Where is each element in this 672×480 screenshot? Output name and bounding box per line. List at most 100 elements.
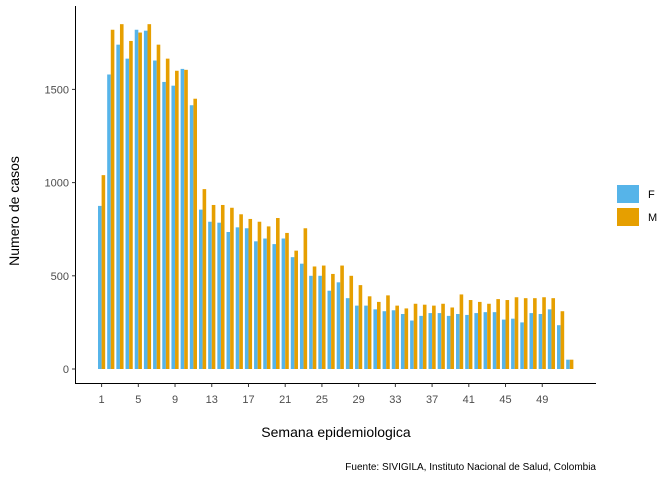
bar-M-week-51 (560, 311, 565, 369)
bar-M-week-4 (129, 40, 133, 369)
bar-M-week-35 (413, 303, 418, 369)
bar-F-week-31 (373, 309, 377, 369)
y-tick-label: 1500 (45, 84, 69, 96)
bar-F-week-11 (189, 105, 194, 370)
bar-M-week-21 (285, 232, 289, 369)
bar-M-week-37 (432, 305, 436, 369)
x-axis-title: Semana epidemiologica (261, 424, 411, 440)
bar-F-week-41 (465, 314, 469, 369)
bar-M-week-25 (321, 265, 326, 369)
bar-F-week-43 (483, 312, 488, 369)
caption: Fuente: SIVIGILA, Instituto Nacional de … (345, 462, 596, 473)
bar-F-week-38 (437, 313, 442, 369)
bar-M-week-27 (340, 265, 344, 369)
bar-F-week-6 (143, 30, 148, 370)
bar-F-week-36 (419, 315, 423, 369)
bar-F-week-44 (492, 312, 497, 369)
bar-F-week-19 (263, 238, 267, 369)
bar-M-week-52 (569, 359, 574, 369)
x-tick-label: 5 (135, 394, 141, 406)
x-tick-label: 17 (242, 394, 254, 406)
bar-F-week-23 (299, 263, 304, 369)
bar-M-week-49 (542, 297, 546, 369)
bar-F-week-35 (410, 320, 414, 369)
bar-F-week-7 (153, 60, 157, 369)
bar-F-week-27 (336, 282, 341, 369)
bar-F-week-14 (217, 222, 221, 369)
bar-F-week-25 (318, 275, 322, 369)
bar-F-week-9 (171, 85, 176, 370)
bar-M-week-3 (119, 24, 124, 369)
bar-M-week-1 (101, 175, 106, 369)
bar-F-week-5 (134, 29, 139, 369)
bars-layer (98, 24, 574, 370)
bar-F-week-21 (281, 238, 286, 369)
bar-F-week-26 (327, 290, 332, 369)
bar-M-week-18 (257, 221, 262, 369)
bar-F-week-50 (547, 309, 552, 369)
x-tick-label: 33 (389, 394, 401, 406)
bar-F-week-12 (198, 209, 203, 369)
bar-F-week-10 (180, 68, 185, 370)
x-tick-label: 1 (99, 394, 105, 406)
legend-label-F: F (648, 189, 655, 201)
legend-key-F (617, 185, 639, 203)
bar-F-week-33 (391, 310, 396, 369)
bar-F-week-22 (290, 257, 295, 369)
bar-F-week-45 (501, 319, 506, 369)
bar-M-week-39 (450, 307, 455, 369)
bar-M-week-48 (533, 298, 537, 369)
bar-F-week-3 (116, 44, 120, 369)
bar-F-week-46 (511, 318, 515, 369)
bar-F-week-20 (272, 244, 277, 369)
x-tick-label: 45 (499, 394, 511, 406)
bar-M-week-8 (165, 58, 170, 369)
y-tick-label: 1000 (45, 178, 69, 190)
bar-M-week-38 (441, 303, 445, 369)
bar-F-week-16 (235, 227, 240, 369)
bar-F-week-17 (244, 228, 249, 369)
bar-F-week-34 (400, 314, 405, 369)
bar-F-week-1 (98, 205, 102, 369)
bar-F-week-18 (254, 241, 258, 369)
bar-F-week-24 (309, 275, 313, 369)
bar-F-week-30 (364, 305, 368, 369)
bar-M-week-14 (220, 204, 225, 369)
bar-M-week-19 (266, 226, 271, 369)
bar-F-week-4 (125, 58, 130, 369)
bar-M-week-47 (523, 298, 528, 369)
x-tick-label: 29 (353, 394, 365, 406)
bar-F-week-40 (456, 314, 460, 369)
legend-label-M: M (648, 212, 657, 224)
bar-M-week-7 (156, 44, 161, 369)
x-tick-label: 37 (426, 394, 438, 406)
bar-M-week-41 (468, 300, 473, 369)
bar-M-week-26 (331, 273, 335, 369)
bar-M-week-42 (477, 301, 482, 369)
x-tick-label: 13 (206, 394, 218, 406)
x-tick-label: 41 (463, 394, 475, 406)
bar-M-week-13 (211, 204, 216, 369)
bar-M-week-12 (202, 189, 207, 369)
bar-M-week-28 (349, 275, 354, 369)
bar-M-week-15 (230, 207, 234, 369)
x-tick-label: 21 (279, 394, 291, 406)
bar-M-week-44 (496, 299, 500, 369)
bar-M-week-34 (404, 308, 409, 369)
bar-F-week-39 (446, 315, 451, 369)
bar-M-week-23 (303, 228, 308, 369)
bar-F-week-37 (428, 313, 433, 369)
bar-M-week-9 (175, 70, 179, 369)
bar-M-week-20 (276, 218, 280, 369)
y-tick-label: 0 (63, 364, 69, 376)
bar-M-week-17 (248, 218, 253, 369)
y-ticks: 0 500 1000 1500 (45, 84, 76, 376)
bar-M-week-40 (459, 294, 464, 369)
bar-F-week-48 (529, 313, 534, 369)
bar-F-week-49 (538, 314, 543, 369)
bar-M-week-11 (193, 98, 197, 369)
legend: FM (617, 185, 657, 226)
bar-M-week-30 (367, 296, 372, 369)
bar-M-week-29 (358, 285, 363, 369)
